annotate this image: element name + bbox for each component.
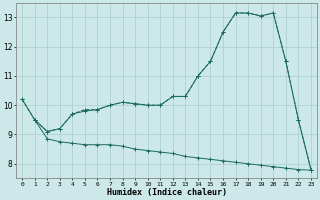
X-axis label: Humidex (Indice chaleur): Humidex (Indice chaleur) [107, 188, 227, 197]
